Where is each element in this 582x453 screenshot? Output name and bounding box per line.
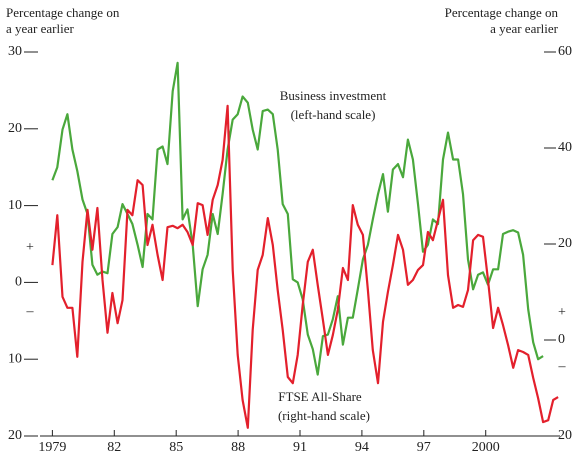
y2-axis-title: a year earlier bbox=[490, 21, 559, 36]
x-tick-label: 2000 bbox=[472, 440, 500, 453]
y-tick-label: 20 bbox=[8, 121, 22, 136]
y-tick-label: 10 bbox=[8, 198, 22, 213]
y2-tick-label: 20 bbox=[558, 428, 572, 443]
y-tick-label: 30 bbox=[8, 44, 22, 59]
series-line bbox=[51, 61, 544, 376]
x-tick-label: 82 bbox=[107, 440, 121, 453]
x-tick-label: 85 bbox=[169, 440, 183, 453]
x-tick-label: 91 bbox=[293, 440, 307, 453]
y2-tick-label: 20 bbox=[558, 236, 572, 251]
series-label: FTSE All-Share bbox=[278, 389, 362, 404]
series-label: (left-hand scale) bbox=[291, 107, 376, 122]
series-line bbox=[51, 104, 559, 429]
y2-tick-label: 0 bbox=[558, 332, 565, 347]
y-tick-label: 20 bbox=[8, 428, 22, 443]
y-axis-title: a year earlier bbox=[6, 21, 75, 36]
series-label: Business investment bbox=[280, 88, 387, 103]
sign: – bbox=[26, 304, 35, 319]
x-tick-label: 97 bbox=[417, 440, 431, 453]
sign: – bbox=[558, 359, 567, 374]
y2-tick-label: 40 bbox=[558, 140, 572, 155]
y-axis-title: Percentage change on bbox=[6, 5, 120, 20]
y2-tick-label: 60 bbox=[558, 44, 572, 59]
y2-axis-title: Percentage change on bbox=[445, 5, 559, 20]
x-tick-label: 88 bbox=[231, 440, 245, 453]
y-tick-label: 10 bbox=[8, 351, 22, 366]
sign: + bbox=[26, 240, 34, 255]
x-tick-label: 1979 bbox=[38, 440, 66, 453]
series-label: (right-hand scale) bbox=[278, 408, 370, 423]
sign: + bbox=[558, 305, 566, 320]
y-tick-label: 0 bbox=[15, 275, 22, 290]
x-tick-label: 94 bbox=[355, 440, 369, 453]
